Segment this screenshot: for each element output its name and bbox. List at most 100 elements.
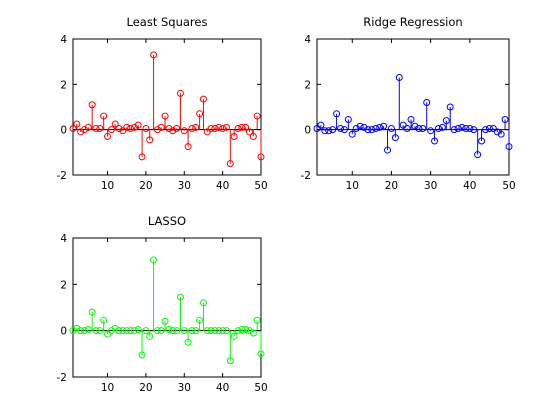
stem-marker [203, 128, 211, 136]
stem-marker [123, 327, 131, 335]
x-tick-label: 40 [216, 180, 229, 192]
subplot-2: 10 20 30 40 50 -2 0 2 4 Ridge Regression [301, 15, 516, 192]
stem-marker [130, 123, 138, 131]
y-tick-label: 0 [304, 125, 311, 137]
stem-marker [161, 112, 169, 120]
stem-marker [325, 127, 333, 135]
stem-marker [415, 125, 423, 133]
stem-marker [92, 125, 100, 133]
stem-marker [478, 137, 486, 145]
stem-marker [333, 110, 341, 118]
subplot-title: Ridge Regression [363, 15, 462, 29]
stem-marker [146, 332, 154, 340]
x-tick-label: 30 [178, 382, 191, 394]
stem-marker [238, 123, 246, 131]
stem-marker [157, 327, 165, 335]
y-tick-label: -2 [301, 170, 311, 182]
stem-marker [253, 112, 261, 120]
stem-marker [222, 123, 230, 131]
stem-marker [454, 125, 462, 133]
stem-marker [180, 127, 188, 135]
stem-marker [411, 122, 419, 130]
stem-marker [115, 327, 123, 335]
stem-marker [173, 327, 181, 335]
stem-marker [173, 125, 181, 133]
y-tick-label: 2 [60, 279, 67, 291]
stem-marker [100, 112, 108, 120]
stem-marker [176, 89, 184, 97]
stem-marker [493, 128, 501, 136]
stem-marker [384, 146, 392, 154]
stem-marker [368, 126, 376, 134]
stem-marker [419, 125, 427, 133]
stem-marker [211, 327, 219, 335]
stem-marker [234, 125, 242, 133]
stem-marker [127, 125, 135, 133]
stem-marker [238, 326, 246, 334]
stem-marker [313, 125, 321, 133]
stem-marker [215, 123, 223, 131]
x-tick-label: 40 [463, 180, 476, 192]
stem-marker [395, 74, 403, 82]
stem-marker [352, 125, 360, 133]
x-tick-label: 50 [502, 180, 515, 192]
x-tick-label: 10 [101, 180, 114, 192]
stem-marker [184, 143, 192, 151]
stem-marker [399, 121, 407, 129]
stem-marker [69, 327, 77, 335]
stem-marker [146, 136, 154, 144]
stem-marker [192, 327, 200, 335]
stem-marker [127, 327, 135, 335]
stem-marker [77, 327, 85, 335]
stem-marker [245, 327, 253, 335]
stem-marker [391, 134, 399, 142]
stem-marker [138, 153, 146, 161]
stem-marker [226, 160, 234, 168]
stem-marker [73, 324, 81, 332]
stem-marker [161, 317, 169, 325]
y-tick-label: 4 [60, 233, 67, 245]
stem-marker [356, 122, 364, 130]
stem-marker [438, 123, 446, 131]
stem-marker [134, 121, 142, 129]
x-tick-label: 20 [139, 180, 152, 192]
stem-marker [100, 316, 108, 324]
stem-marker [485, 125, 493, 133]
stem-marker [215, 327, 223, 335]
stem-marker [337, 125, 345, 133]
stem-marker [249, 329, 257, 337]
stem-marker [203, 327, 211, 335]
stem-marker [104, 330, 112, 338]
subplot-3: 10 20 30 40 50 -2 0 2 4 LASSO [57, 214, 268, 394]
stem-marker [107, 327, 115, 335]
stem-marker [142, 125, 150, 133]
stem-marker [188, 125, 196, 133]
stem-marker [222, 327, 230, 335]
stem-marker [157, 123, 165, 131]
stem-marker [196, 316, 204, 324]
stem-marker [73, 120, 81, 128]
x-tick-label: 50 [254, 382, 267, 394]
stem-marker [153, 126, 161, 134]
x-tick-label: 30 [424, 180, 437, 192]
stem-marker [138, 351, 146, 359]
x-tick-label: 50 [254, 180, 267, 192]
stem-marker [245, 128, 253, 136]
stem-marker [249, 132, 257, 140]
axes-box [316, 38, 510, 176]
stem-marker [176, 293, 184, 301]
stem-marker [427, 127, 435, 135]
stem-marker [462, 125, 470, 133]
x-tick-label: 20 [385, 180, 398, 192]
y-tick-label: 0 [60, 125, 67, 137]
stem-marker [211, 125, 219, 133]
stem-marker [88, 308, 96, 316]
y-tick-label: 2 [60, 79, 67, 91]
stem-marker [119, 327, 127, 335]
stem-marker [150, 256, 158, 264]
stem-marker [188, 327, 196, 335]
stem-marker [364, 126, 372, 134]
stem-marker [474, 151, 482, 159]
stem-marker [403, 125, 411, 133]
